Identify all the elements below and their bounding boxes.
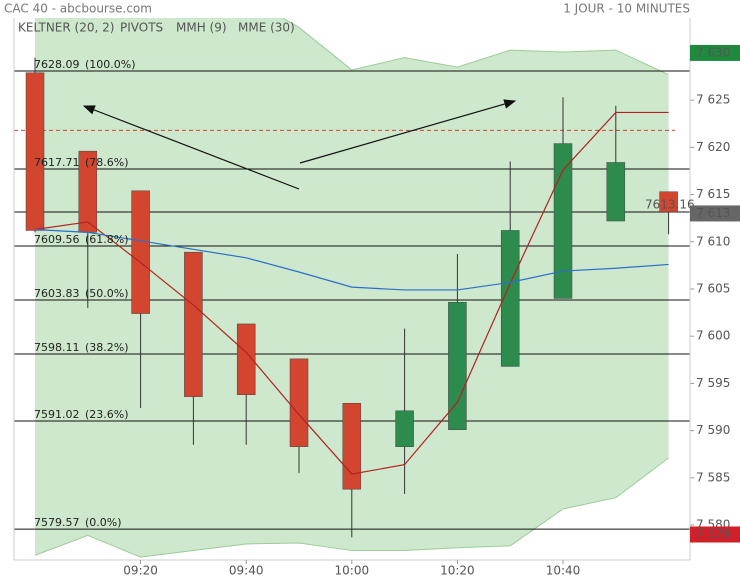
x-tick-label: 09:40 <box>229 564 264 578</box>
y-tick-label: 7 610 <box>696 234 730 248</box>
price-badge-label: 7 613 <box>696 206 730 220</box>
legend-entry: PIVOTS <box>120 21 163 35</box>
fib-price: 7609.56 <box>34 233 80 246</box>
x-tick-label: 10:20 <box>440 564 475 578</box>
fib-percent: (50.0%) <box>85 287 129 300</box>
fib-percent: (61.8%) <box>85 233 129 246</box>
price-badge <box>690 526 740 543</box>
fib-percent: (23.6%) <box>85 408 129 421</box>
fib-price: 7617.71 <box>34 156 80 169</box>
y-tick-label: 7 620 <box>696 140 730 154</box>
y-tick-label: 7 590 <box>696 423 730 437</box>
keltner-lower <box>34 457 669 558</box>
price-badge <box>690 44 740 61</box>
legend-entry: MME (30) <box>238 21 295 35</box>
annotation-arrow <box>82 105 300 190</box>
candle-body <box>500 230 520 367</box>
annotation-arrow <box>299 99 517 164</box>
chart-title: CAC 40 - abcbourse.com <box>4 2 152 16</box>
candle-body <box>395 410 414 447</box>
candle-body <box>606 162 626 222</box>
candle-body <box>236 323 256 396</box>
ma-line <box>34 111 669 475</box>
fib-percent: (100.0%) <box>85 58 136 71</box>
y-tick-label: 7 600 <box>696 329 730 343</box>
fib-price: 7628.09 <box>34 58 80 71</box>
y-tick-label: 7 585 <box>696 470 730 484</box>
fib-price: 7603.83 <box>34 287 80 300</box>
candle-body <box>342 403 362 490</box>
y-tick-label: 7 625 <box>696 93 730 107</box>
price-badge-label: 7 579 <box>696 527 730 541</box>
x-tick-label: 09:20 <box>123 564 158 578</box>
fib-price: 7591.02 <box>34 408 80 421</box>
fib-percent: (78.6%) <box>85 156 129 169</box>
y-tick-label: 7 595 <box>696 376 730 390</box>
candle-body <box>659 191 678 213</box>
candle-layer <box>25 57 678 538</box>
level-layer <box>14 52 694 530</box>
fib-price: 7598.11 <box>34 341 80 354</box>
keltner-upper <box>282 18 669 76</box>
x-tick-label: 10:00 <box>335 564 370 578</box>
fib-percent: (38.2%) <box>85 341 129 354</box>
candle-body <box>448 301 467 430</box>
y-tick-label: 7 615 <box>696 187 730 201</box>
price-badge-label: 7 630 <box>696 45 730 59</box>
fib-percent: (0.0%) <box>85 516 122 529</box>
price-badge <box>690 205 740 222</box>
ma-line <box>34 228 669 291</box>
candle-body <box>553 143 573 299</box>
legend-entry: KELTNER (20, 2) <box>18 21 114 35</box>
candle-body <box>184 251 203 397</box>
fib-price: 7579.57 <box>34 516 80 529</box>
candle-body <box>289 358 309 447</box>
candle-body <box>25 72 45 231</box>
last-price-label: 7613.16 <box>645 197 695 211</box>
legend-entry: MMH (9) <box>176 21 227 35</box>
x-tick-label: 10:40 <box>546 564 581 578</box>
y-tick-label: 7 605 <box>696 282 730 296</box>
chart-subtitle: 1 JOUR - 10 MINUTES <box>563 2 690 16</box>
candle-body <box>131 190 150 314</box>
